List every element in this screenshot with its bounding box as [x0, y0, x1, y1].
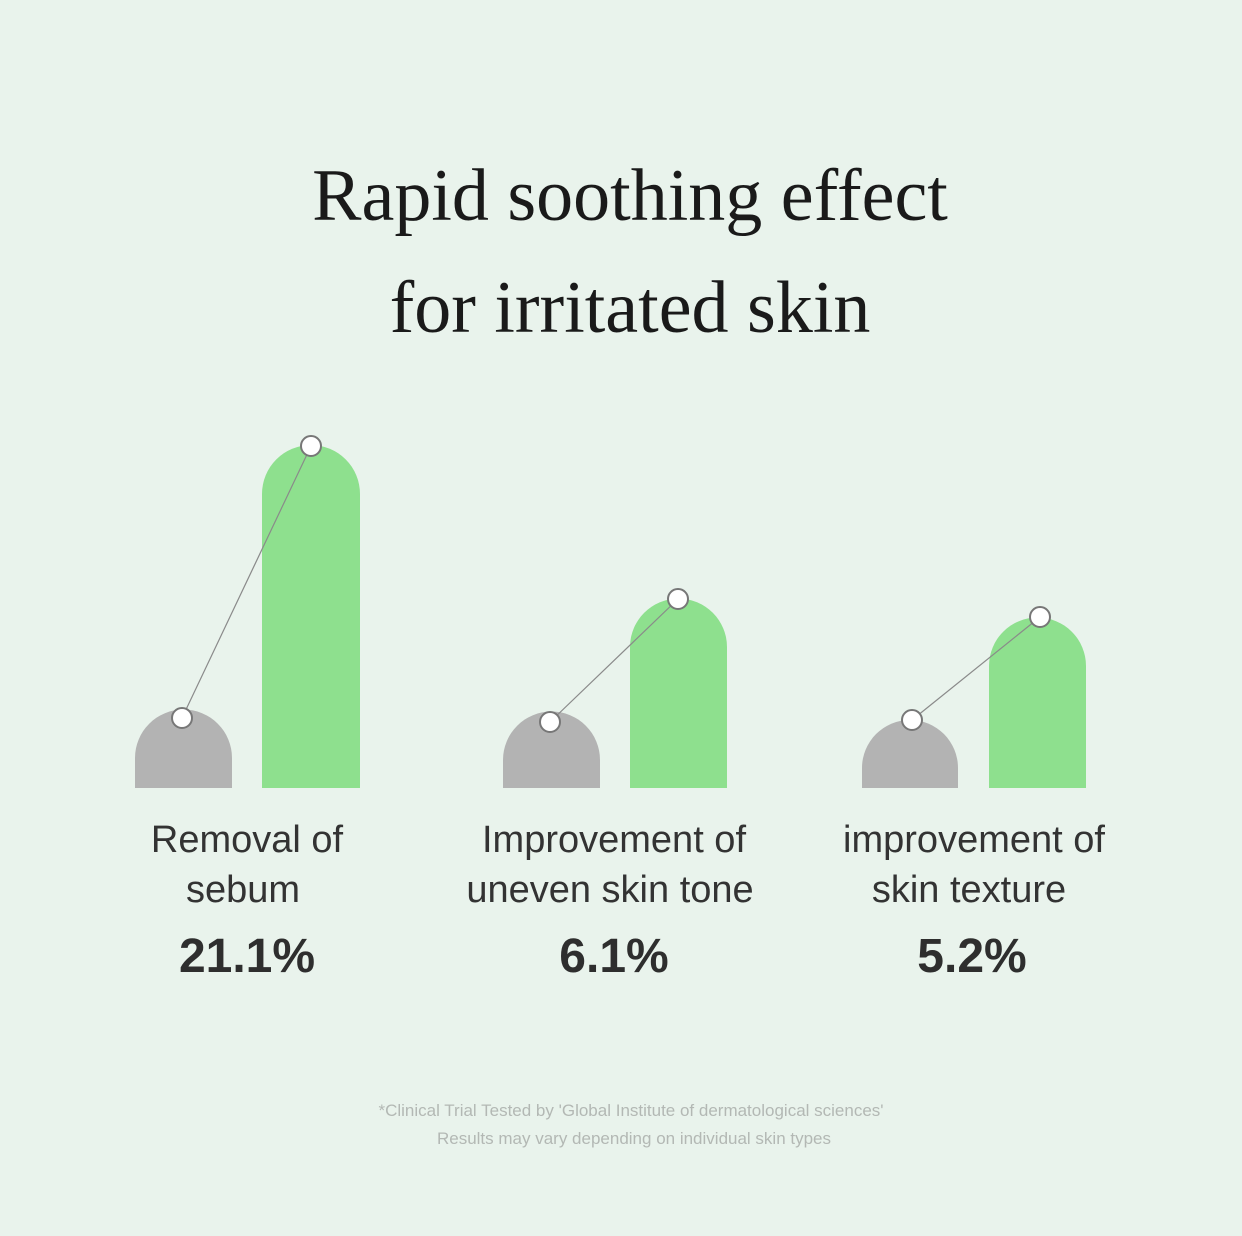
title-line: Rapid soothing effect — [312, 155, 948, 237]
dot — [667, 588, 689, 610]
before-bar — [135, 709, 232, 788]
dot — [171, 707, 193, 729]
dot — [1029, 606, 1051, 628]
after-bar — [630, 598, 727, 788]
footnote: *Clinical Trial Tested by 'Global Instit… — [378, 1101, 883, 1120]
item-value: 21.1% — [179, 930, 315, 983]
connector — [911, 616, 1041, 721]
footnote: Results may vary depending on individual… — [437, 1129, 831, 1148]
connector — [549, 598, 679, 723]
item-value: 6.1% — [559, 930, 668, 983]
dot — [901, 709, 923, 731]
item-value: 5.2% — [917, 930, 1026, 983]
item-label: uneven skin tone — [466, 869, 753, 911]
item-label: improvement of — [843, 819, 1105, 861]
before-bar — [503, 711, 600, 788]
dot — [300, 435, 322, 457]
before-bar — [862, 720, 958, 788]
connector — [181, 445, 312, 719]
after-bar — [262, 445, 360, 788]
item-label: sebum — [186, 869, 300, 911]
after-bar — [989, 617, 1086, 788]
item-label: Improvement of — [482, 819, 746, 861]
title-line: for irritated skin — [390, 267, 871, 349]
dot — [539, 711, 561, 733]
item-label: Removal of — [151, 819, 344, 861]
item-label: skin texture — [872, 869, 1066, 911]
